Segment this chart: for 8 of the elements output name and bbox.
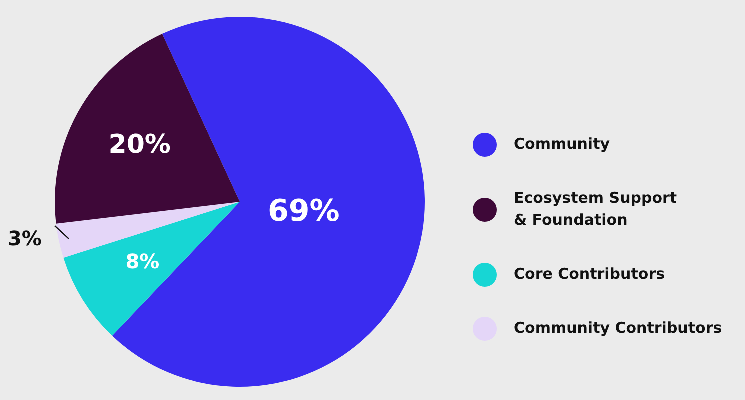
legend-label: Community: [514, 135, 610, 154]
data-label: 8%: [126, 249, 160, 274]
legend-label: Community Contributors: [514, 319, 722, 338]
legend-label: Core Contributors: [514, 265, 666, 284]
data-label: 20%: [108, 130, 171, 160]
legend-label: Ecosystem Support & Foundation: [514, 189, 678, 230]
data-label: 3%: [8, 226, 42, 250]
data-label: 69%: [268, 194, 340, 229]
